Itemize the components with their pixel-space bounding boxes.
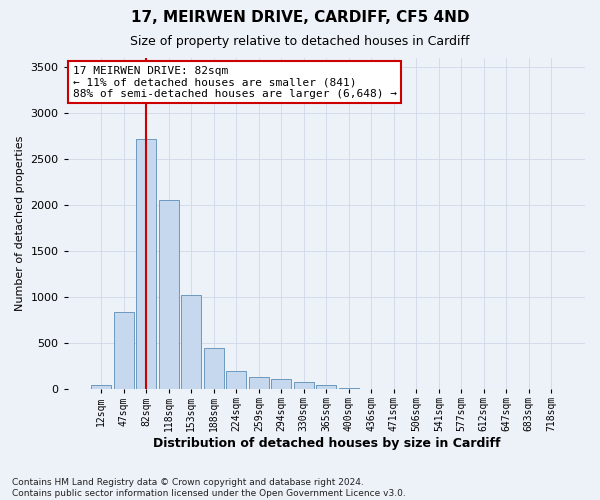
Bar <box>91 384 112 389</box>
Bar <box>204 348 224 389</box>
Bar <box>271 379 292 389</box>
Bar <box>339 388 359 389</box>
Bar <box>249 378 269 389</box>
Bar <box>181 296 202 389</box>
Bar <box>226 371 247 389</box>
Text: 17, MEIRWEN DRIVE, CARDIFF, CF5 4ND: 17, MEIRWEN DRIVE, CARDIFF, CF5 4ND <box>131 10 469 25</box>
Text: 17 MEIRWEN DRIVE: 82sqm
← 11% of detached houses are smaller (841)
88% of semi-d: 17 MEIRWEN DRIVE: 82sqm ← 11% of detache… <box>73 66 397 99</box>
Bar <box>294 382 314 389</box>
Bar <box>114 312 134 389</box>
Y-axis label: Number of detached properties: Number of detached properties <box>15 136 25 311</box>
Bar <box>136 138 157 389</box>
Bar <box>316 384 337 389</box>
X-axis label: Distribution of detached houses by size in Cardiff: Distribution of detached houses by size … <box>152 437 500 450</box>
Text: Size of property relative to detached houses in Cardiff: Size of property relative to detached ho… <box>130 35 470 48</box>
Text: Contains HM Land Registry data © Crown copyright and database right 2024.
Contai: Contains HM Land Registry data © Crown c… <box>12 478 406 498</box>
Bar <box>159 200 179 389</box>
